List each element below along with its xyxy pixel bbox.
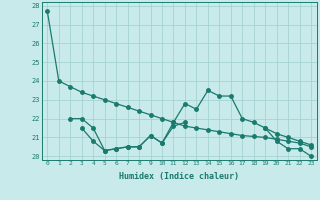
X-axis label: Humidex (Indice chaleur): Humidex (Indice chaleur) [119, 172, 239, 181]
